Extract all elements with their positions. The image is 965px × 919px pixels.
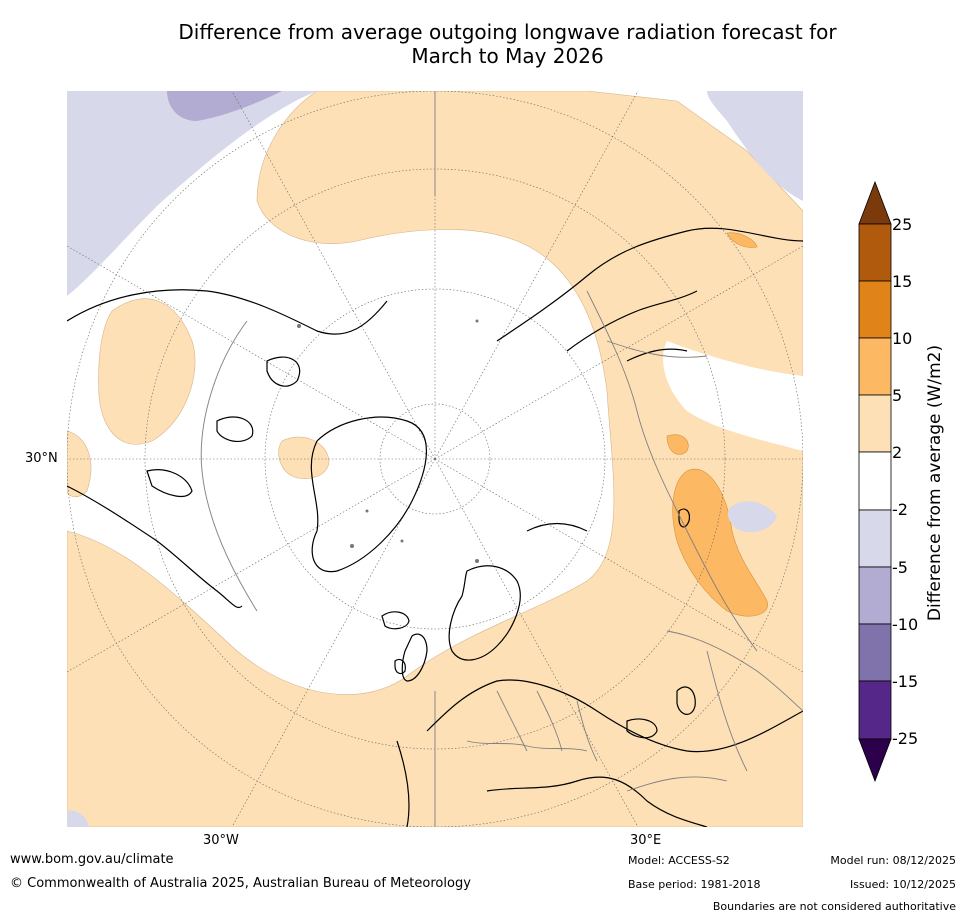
lat-label-30n: 30°N [25, 451, 58, 466]
legend-swatch-5-10 [858, 337, 892, 396]
anomaly-positive-na [98, 298, 196, 445]
legend-swatch-m10-m15 [858, 623, 892, 682]
coastlines [67, 227, 803, 827]
legend-colorbar [858, 180, 892, 783]
footer-disclaimer: Boundaries are not considered authoritat… [712, 900, 956, 913]
footer-issued: Issued: 10/12/2025 [849, 878, 956, 891]
footer-base-period: Base period: 1981-2018 [628, 878, 761, 891]
neutral-russia-gap [663, 341, 803, 451]
legend-swatch-below-m25 [858, 738, 892, 783]
legend-swatch-m5-m10 [858, 566, 892, 625]
anomaly-positive-greenland [278, 436, 330, 480]
footer-copyright: © Commonwealth of Australia 2025, Austra… [10, 876, 471, 891]
map-title: Difference from average outgoing longwav… [60, 20, 955, 68]
legend-swatch-above-25 [858, 180, 892, 225]
meridians [67, 91, 803, 827]
legend-swatch-m2-m5 [858, 509, 892, 568]
legend-swatch-2-5 [858, 394, 892, 453]
anomaly-negative-2-5-nw [67, 91, 317, 296]
borders [466, 290, 803, 792]
legend-tick-15: 15 [892, 272, 913, 291]
footer-website[interactable]: www.bom.gov.au/climate [10, 852, 174, 867]
footer-model: Model: ACCESS-S2 [628, 854, 730, 867]
polar-map [67, 91, 803, 827]
anomaly-positive-west [67, 430, 92, 498]
lon-label-30e: 30°E [630, 833, 662, 848]
legend-tick-m5: -5 [892, 558, 908, 577]
anomaly-negative-2-5-asia [727, 501, 777, 533]
footer-model-run: Model run: 08/12/2025 [830, 854, 956, 867]
legend-tick-m25: -25 [892, 729, 919, 748]
legend-tick-m10: -10 [892, 615, 919, 634]
legend-tick-5: 5 [892, 386, 903, 405]
legend-swatch-10-15 [858, 280, 892, 339]
lon-label-30w: 30°W [203, 833, 239, 848]
anomaly-positive-5-10-c [726, 232, 758, 248]
title-line-2: March to May 2026 [411, 44, 604, 68]
legend-tick-m15: -15 [892, 672, 919, 691]
anomaly-negative-2-5-sw [67, 810, 89, 827]
legend-tick-10: 10 [892, 329, 913, 348]
legend-swatch-neutral [858, 451, 892, 511]
legend-tick-m2: -2 [892, 500, 908, 519]
legend-tick-25: 25 [892, 215, 913, 234]
anomaly-positive-2-5 [67, 91, 803, 827]
legend-title: Difference from average (W/m2) [925, 344, 945, 622]
anomaly-negative-2-5-ne [707, 91, 803, 201]
title-line-1: Difference from average outgoing longwav… [178, 20, 837, 44]
anomaly-positive-5-10-b [666, 434, 689, 455]
anomaly-negative-5-10 [167, 91, 282, 121]
legend-swatch-m15-m25 [858, 680, 892, 740]
legend-tick-2: 2 [892, 443, 903, 462]
legend-swatch-15-25 [858, 223, 892, 282]
